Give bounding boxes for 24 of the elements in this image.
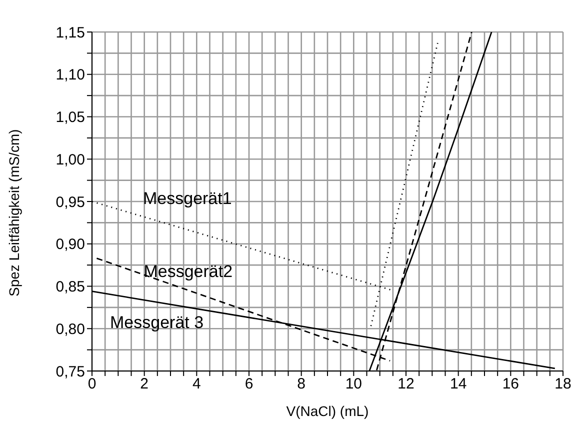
x-tick-label: 2 [140, 376, 149, 393]
y-tick-label: 0,95 [56, 194, 85, 211]
series-label: Messgerät 3 [110, 312, 204, 332]
x-tick-label: 16 [502, 376, 520, 393]
y-axis-title: Spez Leitfähigkeit (mS/cm) [6, 129, 22, 296]
y-tick-label: 0,90 [56, 236, 85, 254]
x-tick-label: 14 [450, 376, 467, 393]
x-tick-label: 6 [244, 376, 254, 393]
x-tick-label: 8 [297, 376, 306, 393]
x-tick-label: 18 [554, 376, 572, 393]
y-tick-label: 0,85 [56, 278, 85, 296]
y-tick-label: 1,10 [56, 66, 85, 84]
y-tick-label: 1,05 [56, 109, 85, 126]
y-tick-label: 0,75 [56, 363, 85, 380]
series-label: Messgerät1 [143, 189, 232, 208]
y-tick-label: 1,15 [56, 24, 85, 42]
x-tick-label: 12 [398, 376, 414, 393]
y-tick-label: 0,80 [56, 320, 85, 338]
y-tick-label: 1,00 [56, 151, 85, 168]
x-tick-label: 10 [345, 376, 362, 393]
x-axis-title: V(NaCl) (mL) [286, 403, 369, 419]
x-tick-label: 0 [88, 376, 96, 393]
series-label: Messgerät2 [144, 262, 233, 281]
x-tick-label: 4 [192, 376, 201, 393]
